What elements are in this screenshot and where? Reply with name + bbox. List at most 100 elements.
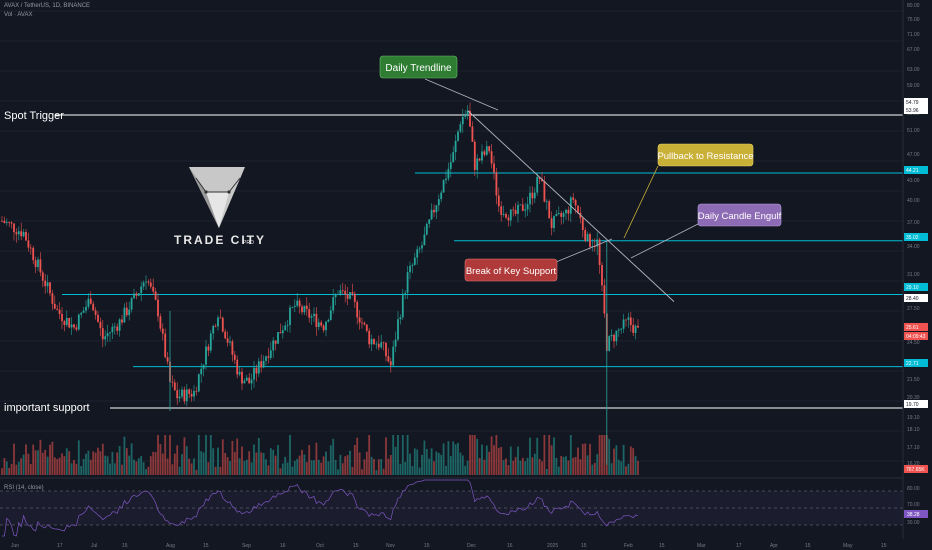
volume-bar [339,454,342,475]
candle-body [272,340,275,351]
candle-body [265,356,267,361]
candle-body [430,209,433,220]
volume-bar [409,453,411,475]
volume-bar [389,454,392,475]
candle-body [596,239,599,247]
candle-body [322,325,325,331]
candle-body [121,319,123,323]
candle-body [257,361,260,374]
candle-body [418,248,421,250]
candle-body [370,339,373,345]
candle-body [536,176,539,193]
volume-bar [29,463,32,475]
volume-bar [541,461,543,475]
volume-bar [77,440,80,475]
volume-bar [519,460,522,475]
volume-bar [32,444,35,475]
candle-body [221,317,224,332]
break-key-support-callout[interactable]: Break of Key Support [464,258,558,282]
volume-bar [622,444,625,475]
candle-body [123,307,126,323]
volume-bar [233,451,236,475]
annotations: Spot Trigger important support Daily Tre… [4,55,782,414]
candle-body [413,257,416,265]
candle-body [68,318,71,328]
volume-bar [169,435,171,475]
price-tick-label: 27.50 [907,306,920,312]
rsi-value-tag: 38.28 [907,512,920,518]
pullback-callout[interactable]: Pullback to Resistance [657,143,754,167]
candle-body [469,110,471,127]
candle-body [241,371,243,384]
volume-bar [536,437,539,475]
volume-bar [488,451,491,475]
volume-bar [404,462,407,475]
candle-body [152,286,155,292]
volume-bar [116,452,119,475]
candle-body [428,219,431,224]
volume-bar [560,456,563,475]
candle-body [627,317,630,320]
volume-bar [34,450,37,475]
candle-body [164,333,167,358]
candle-body [133,293,135,299]
volume-bar [313,460,315,475]
level-tag-bg [904,283,928,291]
time-axis[interactable]: Jun 17 Jul 15 Aug 15 Sep 16 Oct 15 Nov 15 Dec 16 2025 1… [0,539,932,550]
candle-body [8,222,11,223]
candle-body [553,216,555,229]
volume-bar [65,448,68,475]
candle-body [22,232,25,237]
candle-body [397,319,399,340]
volume-bar [361,469,363,475]
volume-bar [505,458,507,475]
trendline[interactable] [467,110,675,302]
volume-title: Vol · AVAX [4,12,33,18]
volume-bar [452,441,455,475]
candle-body [53,303,56,309]
candle-body [490,151,493,164]
volume-bar [10,463,13,475]
candle-body [404,292,407,294]
volume-bar [293,460,296,475]
price-axis[interactable]: 80.0075.0071.0067.0063.0059.0055.0051.00… [902,0,932,550]
volume-bar [308,445,311,475]
volume-bar [142,462,145,475]
rsi-panel[interactable] [0,477,932,538]
volume-bar [205,435,207,475]
price-tick-label: 59.00 [907,83,920,89]
candle-body [464,114,467,117]
volume-bar [113,463,116,475]
volume-bar [161,453,164,475]
candle-body [416,249,419,258]
price-tick-label: 80.00 [907,3,920,9]
volume-bar [449,455,452,475]
volume-bar [579,459,582,475]
candle-body [106,333,109,337]
daily-trendline-callout[interactable]: Daily Trendline [379,55,458,79]
volume-bar [281,463,284,475]
candle-body [435,205,438,213]
volume-bar [82,459,85,475]
volume-bar [44,449,47,475]
candle-body [277,332,279,344]
candle-body [58,309,61,314]
volume-bar [418,467,421,475]
candle-body [497,195,500,207]
candle-body [509,209,512,221]
daily-candle-engulf-callout[interactable]: Daily Candle Engulf [697,203,782,227]
volume-bar [377,459,380,475]
volume-bar [49,444,51,475]
price-tick-label: 67.00 [907,47,920,53]
price-tick-label: 24.50 [907,340,920,346]
candle-body [519,204,522,206]
candle-body [440,192,443,200]
level-tag: 19.70 [906,402,919,408]
level-tag: 54.79 [906,100,919,106]
volume-bar [245,459,248,475]
candle-body [574,199,577,206]
volume-bar [346,455,349,475]
level-tag-bg [904,166,928,174]
candle-body [109,332,111,334]
